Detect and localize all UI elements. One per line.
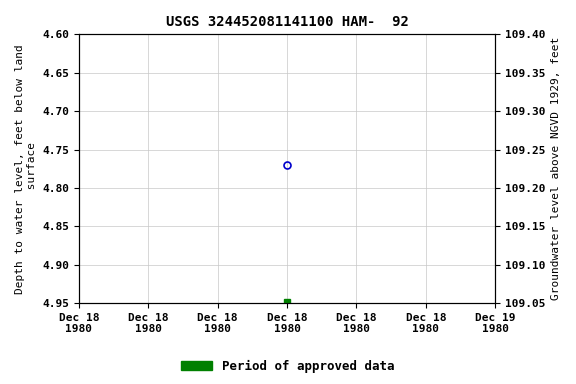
Y-axis label: Groundwater level above NGVD 1929, feet: Groundwater level above NGVD 1929, feet (551, 37, 561, 300)
Title: USGS 324452081141100 HAM-  92: USGS 324452081141100 HAM- 92 (166, 15, 408, 29)
Y-axis label: Depth to water level, feet below land
 surface: Depth to water level, feet below land su… (15, 44, 37, 294)
Legend: Period of approved data: Period of approved data (176, 355, 400, 378)
